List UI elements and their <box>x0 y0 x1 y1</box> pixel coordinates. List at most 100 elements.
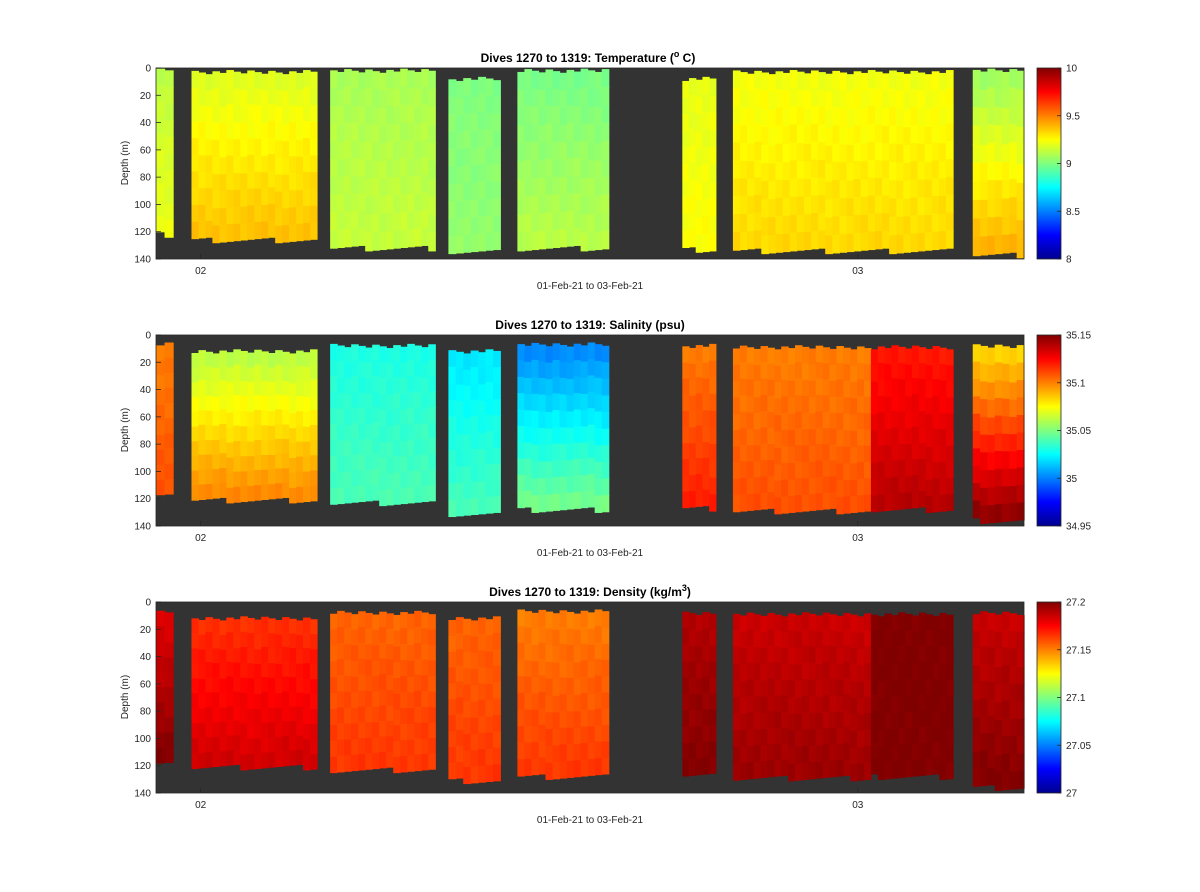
temperature-cell <box>924 232 933 251</box>
density-cell <box>857 632 865 650</box>
density-cell <box>815 631 824 649</box>
temperature-cell <box>226 87 234 105</box>
salinity-cell <box>156 360 166 376</box>
density-cell <box>351 754 359 772</box>
salinity-cell <box>524 442 533 460</box>
density-cell <box>233 691 241 707</box>
temperature-cell <box>198 89 207 107</box>
salinity-cell <box>925 463 934 481</box>
salinity-cell <box>594 495 603 513</box>
temperature-cell <box>289 156 297 174</box>
density-cell <box>808 613 817 631</box>
temperature-cell <box>212 122 220 141</box>
temperature-cell <box>573 71 582 90</box>
temperature-cell <box>594 231 603 251</box>
salinity-cell <box>898 411 906 429</box>
salinity-cell <box>344 471 352 488</box>
salinity-cell <box>682 475 690 493</box>
salinity-cell <box>884 461 893 479</box>
salinity-cell <box>448 499 457 518</box>
density-cell <box>492 665 501 683</box>
salinity-cell <box>1002 381 1010 400</box>
temperature-cell <box>882 125 890 144</box>
density-cell <box>365 722 373 739</box>
salinity-cell <box>732 430 741 448</box>
temperature-cell <box>205 106 213 124</box>
salinity-cell <box>1016 380 1025 399</box>
salinity-cell <box>448 483 457 501</box>
density-cell <box>552 646 561 664</box>
density-cell <box>492 616 501 634</box>
density-cell <box>850 747 858 765</box>
salinity-cell <box>1009 399 1018 418</box>
density-cell <box>268 648 276 664</box>
density-cell <box>891 663 899 681</box>
temperature-cell <box>924 162 933 181</box>
density-cell <box>843 742 851 760</box>
salinity-cell <box>463 450 472 468</box>
temperature-cell <box>156 182 166 200</box>
temperature-cell <box>344 193 352 212</box>
density-cell <box>393 677 401 695</box>
temperature-cell <box>938 231 947 250</box>
salinity-cell <box>774 349 782 367</box>
density-cell <box>566 694 575 712</box>
salinity-cell <box>282 380 290 397</box>
temperature-cell <box>945 230 954 249</box>
salinity-cell <box>407 375 415 393</box>
density-cell <box>261 616 269 633</box>
temperature-cell <box>282 191 290 209</box>
salinity-cell <box>289 383 297 399</box>
density-cell <box>485 748 494 766</box>
density-cell <box>344 660 352 677</box>
salinity-cell <box>365 347 373 364</box>
temperature-cell <box>344 140 352 159</box>
density-cell <box>760 664 769 682</box>
salinity-cell <box>407 455 415 472</box>
density-cell <box>351 629 359 647</box>
salinity-cell <box>884 477 893 495</box>
salinity-cell <box>559 460 568 478</box>
salinity-cell <box>538 394 547 412</box>
density-cell <box>330 693 338 710</box>
salinity-cell <box>226 457 234 474</box>
density-cell <box>492 632 501 650</box>
temperature-cell <box>789 124 798 143</box>
salinity-cell <box>801 396 810 414</box>
temperature-cell <box>372 142 380 162</box>
temperature-cell <box>492 215 501 234</box>
temperature-cell <box>470 79 479 98</box>
density-cell <box>987 767 996 786</box>
salinity-cell <box>829 364 838 382</box>
salinity-cell <box>545 494 554 512</box>
temperature-cell <box>407 176 415 195</box>
density-cell <box>485 667 494 685</box>
salinity-cell <box>822 347 831 365</box>
density-cell <box>864 646 872 664</box>
salinity-cell <box>566 411 575 429</box>
temperature-cell <box>538 107 547 126</box>
density-cell <box>421 643 429 661</box>
density-cell <box>400 707 408 725</box>
salinity-cell <box>463 353 472 371</box>
density-cell <box>156 732 166 749</box>
density-cell <box>781 727 789 745</box>
temperature-cell <box>825 127 833 147</box>
temperature-cell <box>198 204 207 222</box>
density-cell <box>268 662 276 679</box>
density-cell <box>254 738 262 755</box>
salinity-cell <box>428 344 436 361</box>
salinity-cell <box>801 478 810 496</box>
temperature-cell <box>470 96 479 115</box>
temperature-cell <box>846 216 855 235</box>
temperature-cell <box>559 177 568 196</box>
temperature-cell <box>695 165 704 184</box>
density-cell <box>205 677 213 693</box>
density-cell <box>156 625 166 642</box>
salinity-cell <box>247 456 255 472</box>
temperature-cell <box>254 138 262 156</box>
density-cell <box>1002 700 1010 720</box>
salinity-x-tick-label: 03 <box>852 533 864 544</box>
salinity-cell <box>972 344 981 363</box>
density-cell <box>240 739 248 756</box>
